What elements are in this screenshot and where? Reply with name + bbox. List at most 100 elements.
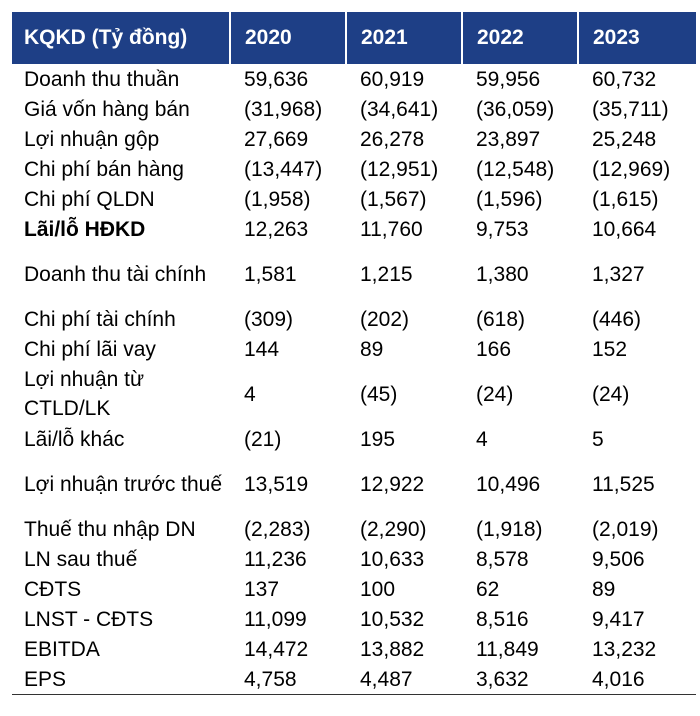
table-row: LNST - CĐTS 11,099 10,532 8,516 9,417 [12,604,696,634]
table-row: Chi phí bán hàng (13,447) (12,951) (12,5… [12,154,696,184]
cell-value: 11,525 [592,472,655,496]
cell-value: 166 [476,337,512,361]
cell-value: 1,327 [592,262,645,286]
table-row: LN sau thuế 11,236 10,633 8,578 9,506 [12,544,696,574]
table-row: Lợi nhuận trước thuế 13,519 12,922 10,49… [12,454,696,514]
table-row: Chi phí lãi vay 144 89 166 152 [12,334,696,364]
cell-value: 59,956 [476,67,541,91]
cell-value: (2,283) [244,517,311,541]
cell-value: 13,519 [244,472,309,496]
row-label: Lãi/lỗ HĐKD [24,217,146,241]
row-label: EBITDA [24,637,100,661]
cell-value: 60,919 [360,67,425,91]
cell-value: 23,897 [476,127,541,151]
row-label: LN sau thuế [24,547,138,571]
table-row: EPS 4,758 4,487 3,632 4,016 [12,664,696,695]
table-row: Chi phí tài chính (309) (202) (618) (446… [12,304,696,334]
cell-value: 1,380 [476,262,529,286]
cell-value: 4 [476,427,488,451]
cell-value: (31,968) [244,97,323,121]
cell-value: 60,732 [592,67,657,91]
cell-value: (12,548) [476,157,555,181]
cell-value: (1,958) [244,187,311,211]
table-body: Doanh thu thuần 59,636 60,919 59,956 60,… [12,64,696,695]
row-label: CĐTS [24,577,82,601]
table-row: Thuế thu nhập DN (2,283) (2,290) (1,918)… [12,514,696,544]
table-row: Lãi/lỗ HĐKD 12,263 11,760 9,753 10,664 [12,214,696,244]
cell-value: (24) [476,382,514,406]
table-row: Lãi/lỗ khác (21) 195 4 5 [12,424,696,454]
cell-value: 89 [592,577,616,601]
row-label: Lãi/lỗ khác [24,427,125,451]
table-row: Lợi nhuận gộp 27,669 26,278 23,897 25,24… [12,124,696,154]
cell-value: 11,849 [476,637,539,661]
table-row: Lợi nhuận từ CTLD/LK 4 (45) (24) (24) [12,364,696,424]
cell-value: 1,581 [244,262,297,286]
row-label: Giá vốn hàng bán [24,97,190,121]
cell-value: 10,532 [360,607,425,631]
cell-value: 12,922 [360,472,425,496]
cell-value: 3,632 [462,664,578,695]
header-row: KQKD (Tỷ đồng) 2020 2021 2022 2023 [12,12,696,64]
cell-value: 89 [360,337,384,361]
cell-value: 14,472 [244,637,309,661]
cell-value: (2,019) [592,517,659,541]
row-label: EPS [12,664,230,695]
cell-value: 11,760 [360,217,423,241]
row-label: Chi phí QLDN [24,187,155,211]
table-row: Giá vốn hàng bán (31,968) (34,641) (36,0… [12,94,696,124]
table-header: KQKD (Tỷ đồng) 2020 2021 2022 2023 [12,12,696,64]
cell-value: 100 [360,577,396,601]
cell-value: 195 [360,427,396,451]
cell-value: 13,882 [360,637,425,661]
income-statement-table: KQKD (Tỷ đồng) 2020 2021 2022 2023 Doanh… [12,12,696,695]
cell-value: 10,633 [360,547,425,571]
cell-value: 8,578 [476,547,529,571]
cell-value: 59,636 [244,67,309,91]
cell-value: (36,059) [476,97,555,121]
cell-value: 1,215 [360,262,413,286]
cell-value: 11,236 [244,547,307,571]
cell-value: (2,290) [360,517,427,541]
row-label: Lợi nhuận gộp [24,127,160,151]
header-year-2020: 2020 [229,12,346,64]
table-row: Doanh thu tài chính 1,581 1,215 1,380 1,… [12,244,696,304]
cell-value: 9,753 [476,217,529,241]
row-label: Lợi nhuận từ CTLD/LK [24,368,145,420]
cell-value: 4,016 [578,664,696,695]
header-year-2021: 2021 [345,12,462,64]
table-row: Chi phí QLDN (1,958) (1,567) (1,596) (1,… [12,184,696,214]
table-row: Doanh thu thuần 59,636 60,919 59,956 60,… [12,64,696,94]
cell-value: 27,669 [244,127,309,151]
cell-value: (12,969) [592,157,671,181]
cell-value: 62 [476,577,500,601]
row-label: Lợi nhuận trước thuế [24,472,223,496]
cell-value: 26,278 [360,127,425,151]
cell-value: (21) [244,427,282,451]
cell-value: (1,596) [476,187,543,211]
table-row: EBITDA 14,472 13,882 11,849 13,232 [12,634,696,664]
cell-value: 10,496 [476,472,541,496]
cell-value: 152 [592,337,628,361]
cell-value: 25,248 [592,127,657,151]
cell-value: 10,664 [592,217,657,241]
cell-value: 12,263 [244,217,309,241]
row-label: LNST - CĐTS [24,607,154,631]
cell-value: (1,918) [476,517,543,541]
cell-value: (1,567) [360,187,427,211]
header-label: KQKD (Tỷ đồng) [12,12,230,64]
cell-value: 4 [244,382,256,406]
row-label: Doanh thu tài chính [24,262,207,286]
cell-value: 4,487 [346,664,462,695]
row-label: Doanh thu thuần [24,67,180,91]
cell-value: 5 [592,427,604,451]
cell-value: (1,615) [592,187,659,211]
cell-value: 4,758 [230,664,346,695]
row-label: Chi phí bán hàng [24,157,184,181]
cell-value: (309) [244,307,294,331]
cell-value: 9,506 [592,547,645,571]
table-row: CĐTS 137 100 62 89 [12,574,696,604]
cell-value: 13,232 [592,637,657,661]
cell-value: (34,641) [360,97,439,121]
